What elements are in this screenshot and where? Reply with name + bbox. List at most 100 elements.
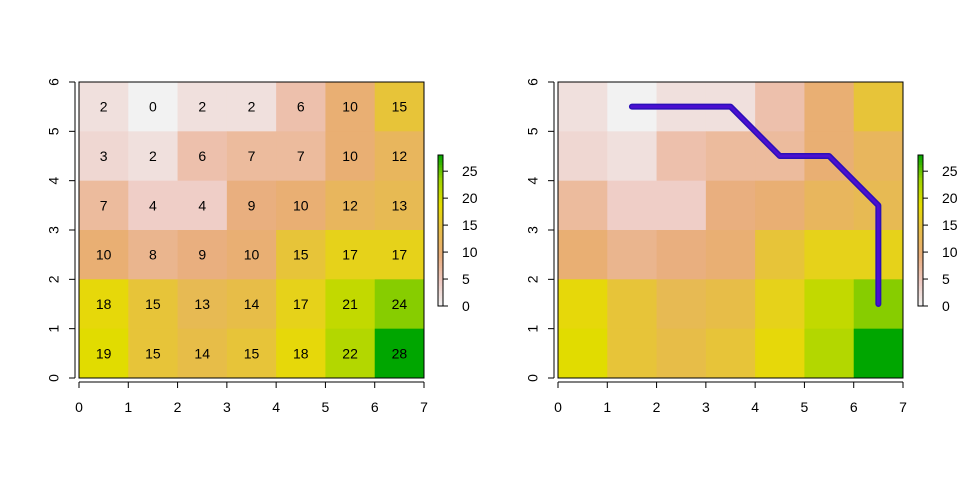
heatmap-cell [177, 180, 228, 231]
cell-value-label: 2 [149, 148, 157, 164]
heatmap-cell [804, 279, 855, 330]
legend-color-step [438, 197, 443, 201]
heatmap-cell [325, 180, 376, 231]
legend-color-step [438, 278, 443, 282]
legend-color-step [438, 172, 443, 176]
legend-color-step [918, 165, 923, 168]
legend-color-step [918, 200, 923, 204]
legend-color-step [438, 202, 443, 206]
legend-color-step [918, 295, 923, 299]
legend-color-step [918, 202, 923, 206]
legend-color-step [918, 253, 923, 257]
heatmap-cell [325, 82, 376, 132]
heatmap-cell [226, 230, 277, 280]
legend-color-step [438, 288, 443, 292]
legend-color-step [918, 195, 923, 199]
heatmap-cell [128, 328, 179, 379]
heatmap-cell [705, 279, 756, 330]
legend-color-step [438, 185, 443, 189]
cell-value-label: 15 [145, 345, 161, 361]
legend-color-step [918, 240, 923, 244]
y-tick-label: 0 [525, 374, 541, 382]
legend-color-step [438, 290, 443, 294]
legend-color-step [918, 303, 923, 307]
y-tick-label: 6 [525, 78, 541, 86]
x-tick-label: 4 [751, 399, 759, 415]
cell-value-label: 7 [100, 197, 108, 213]
heatmap-cell [226, 328, 277, 379]
cell-value-label: 15 [244, 345, 260, 361]
heatmap-cell [607, 131, 658, 182]
cell-value-label: 4 [198, 197, 206, 213]
heatmap-cell [128, 131, 179, 182]
legend-color-step [918, 230, 923, 234]
legend-tick-label: 0 [942, 298, 950, 314]
heatmap-cell [374, 131, 425, 182]
heatmap-cell [656, 328, 707, 379]
legend-color-step [918, 210, 923, 214]
legend-color-step [918, 248, 923, 252]
legend-color-step [918, 298, 923, 302]
cell-value-label: 17 [392, 247, 408, 263]
legend-color-step [438, 280, 443, 284]
x-tick-label: 0 [554, 399, 562, 415]
legend-color-step [438, 235, 443, 239]
heatmap-cell [755, 279, 805, 330]
heatmap-cell [177, 230, 228, 280]
y-tick-label: 5 [525, 127, 541, 135]
legend-color-step [438, 263, 443, 267]
cell-value-label: 21 [342, 296, 358, 312]
heatmap-cell [79, 230, 129, 280]
legend-color-step [438, 200, 443, 204]
y-tick-label: 6 [46, 78, 62, 86]
legend-color-step [438, 230, 443, 234]
heatmap-cell [374, 180, 425, 231]
heatmap-cell [656, 131, 707, 182]
cell-value-label: 12 [392, 148, 408, 164]
legend-color-step [918, 260, 923, 264]
heatmap-cell [177, 279, 228, 330]
heatmap-cell [558, 328, 608, 379]
y-tick-label: 5 [46, 127, 62, 135]
legend-color-step [918, 205, 923, 209]
heatmap-cell [276, 230, 326, 280]
legend-color-step [438, 260, 443, 264]
cell-value-label: 7 [248, 148, 256, 164]
cell-value-label: 10 [342, 148, 358, 164]
cell-value-label: 22 [342, 345, 358, 361]
legend-color-step [438, 207, 443, 211]
legend-color-step [438, 248, 443, 252]
heatmap-cell [276, 279, 326, 330]
cell-value-label: 15 [293, 247, 309, 263]
heatmap-cell [276, 131, 326, 182]
legend-color-step [918, 283, 923, 287]
cell-value-label: 17 [342, 247, 358, 263]
legend-color-step [438, 250, 443, 254]
cell-value-label: 24 [392, 296, 408, 312]
route-path [630, 105, 880, 306]
x-tick-label: 2 [653, 399, 661, 415]
heatmap-cell [276, 328, 326, 379]
legend-color-step [918, 258, 923, 262]
legend-color-step [438, 275, 443, 279]
legend-tick-label: 0 [462, 298, 470, 314]
cell-value-label: 15 [392, 99, 408, 115]
heatmap-cell [853, 131, 904, 182]
legend-color-step [438, 162, 443, 166]
legend-color-step [918, 238, 923, 241]
y-tick-label: 0 [46, 374, 62, 382]
cell-value-label: 10 [342, 99, 358, 115]
legend-tick-label: 10 [462, 244, 478, 260]
heatmap-cell [705, 131, 756, 182]
heatmap-cell [276, 180, 326, 231]
cell-value-label: 19 [96, 345, 112, 361]
legend-color-step [918, 212, 923, 216]
cell-value-label: 17 [293, 296, 309, 312]
legend-color-step [918, 217, 923, 221]
cell-value-label: 18 [293, 345, 309, 361]
legend-color-step [438, 182, 443, 186]
x-tick-label: 5 [801, 399, 809, 415]
legend-color-step [918, 192, 923, 196]
